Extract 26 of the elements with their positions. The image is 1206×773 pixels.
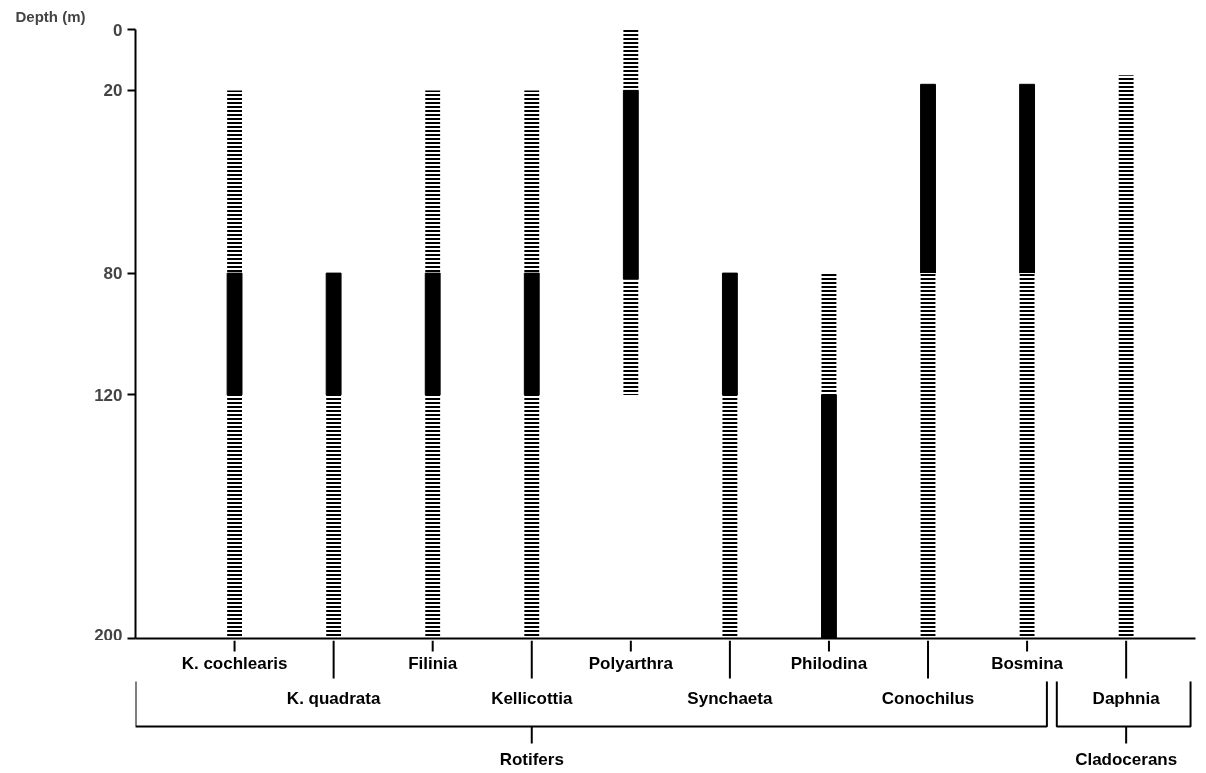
y-axis-title: Depth (m) <box>15 7 86 25</box>
bar <box>424 272 441 396</box>
x-tick-label: Filinia <box>408 654 458 673</box>
text: Rotifers <box>499 750 564 769</box>
x-tick-label: Polyarthra <box>588 654 674 673</box>
x-tick-label: Synchaeta <box>687 689 773 708</box>
x-tick-label: K. cochlearis <box>181 654 288 673</box>
text: Cladocerans <box>1075 750 1178 769</box>
bar <box>622 89 639 280</box>
y-tick-label: 120 <box>94 385 123 405</box>
y-tick-label: 200 <box>94 625 123 645</box>
bar <box>920 83 936 274</box>
x-tick-label: Daphnia <box>1092 689 1161 708</box>
bar <box>523 272 540 396</box>
x-tick-label: Philodina <box>790 654 868 673</box>
y-tick-label: 0 <box>113 20 123 40</box>
x-tick-label: Conochilus <box>881 689 975 708</box>
y-tick-label: 80 <box>103 264 123 284</box>
y-tick-label: 20 <box>103 81 123 101</box>
bar <box>1019 83 1036 274</box>
x-tick-label: Bosmina <box>991 654 1064 673</box>
x-tick-label: Kellicottia <box>491 689 573 708</box>
bar <box>325 272 342 396</box>
x-tick-label: K. quadrata <box>286 689 381 708</box>
bar <box>721 272 738 396</box>
bar <box>226 272 243 396</box>
